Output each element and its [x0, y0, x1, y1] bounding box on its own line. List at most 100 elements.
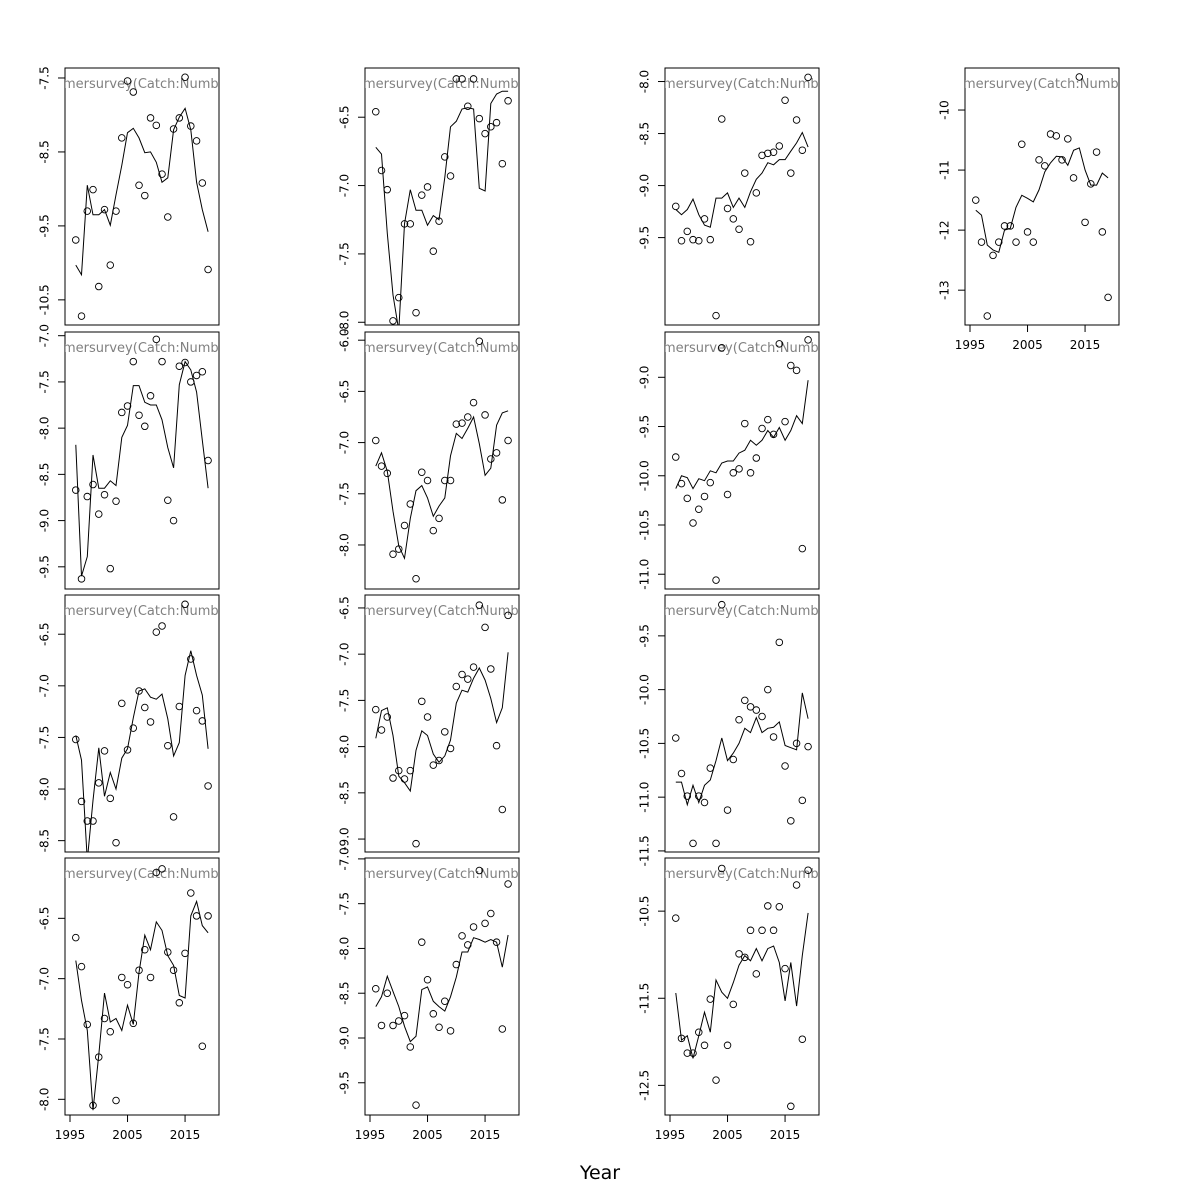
data-point — [1075, 73, 1084, 81]
data-point — [135, 411, 143, 419]
data-point — [464, 941, 472, 949]
panel: mersurvey(Catch:Numb -10.5 -9.5 -8.5 -7.5 — [38, 66, 220, 326]
data-point — [475, 114, 484, 123]
data-point — [464, 413, 472, 421]
data-point — [164, 948, 172, 956]
data-point — [372, 705, 380, 714]
panel: mersurvey(Catch:Numb -11.5 -11.0 -10.5 -10.0… — [638, 594, 820, 866]
y-tick-label: -9.0 — [638, 174, 652, 197]
y-tick-label: -11.0 — [638, 559, 652, 590]
y-tick-label: -6.5 — [338, 380, 352, 403]
data-point — [1029, 238, 1038, 246]
y-tick-label: -7.0 — [338, 642, 352, 665]
data-point — [181, 358, 189, 367]
data-point — [446, 476, 455, 485]
data-point — [469, 663, 478, 671]
data-point — [792, 366, 801, 375]
data-point — [141, 422, 149, 431]
plot-frame — [664, 594, 820, 853]
data-point — [169, 125, 178, 133]
data-point — [406, 220, 415, 228]
data-point — [775, 142, 784, 150]
data-point — [118, 408, 126, 417]
data-point — [395, 1017, 403, 1025]
y-tick-label: -7.0 — [338, 847, 352, 870]
data-point — [435, 1023, 443, 1031]
data-point — [181, 600, 189, 609]
data-point — [435, 514, 443, 523]
data-point — [175, 114, 184, 122]
data-point — [995, 238, 1003, 246]
data-point — [723, 1041, 732, 1050]
data-point — [792, 116, 801, 124]
y-tick-label: -8.0 — [38, 416, 52, 439]
data-point — [758, 712, 766, 721]
data-point — [798, 544, 807, 553]
data-point — [683, 494, 692, 503]
data-point — [187, 122, 195, 130]
data-point — [435, 217, 443, 225]
y-tick-label: -11.0 — [638, 782, 652, 813]
data-point — [141, 191, 149, 200]
y-tick-label: -8.5 — [38, 463, 52, 486]
data-point — [1023, 228, 1032, 236]
data-point — [700, 492, 709, 501]
data-point — [164, 496, 172, 505]
fitted-line — [75, 360, 209, 577]
data-point — [498, 1025, 507, 1033]
y-tick-label: -9.0 — [38, 509, 52, 532]
y-tick-label: -7.0 — [38, 674, 52, 697]
data-point — [423, 183, 432, 191]
data-point — [146, 392, 155, 400]
data-point — [77, 575, 86, 583]
data-point — [158, 357, 166, 366]
data-point — [412, 1101, 420, 1109]
data-point — [723, 490, 732, 499]
data-point — [481, 411, 489, 419]
data-point — [492, 449, 501, 457]
x-tick-label: 1995 — [955, 338, 986, 352]
data-point — [395, 766, 403, 775]
data-point — [141, 945, 149, 954]
plot-frame — [364, 857, 520, 1116]
y-tick-label: -7.5 — [38, 726, 52, 749]
data-point — [146, 973, 155, 982]
panel-title: mersurvey(Catch:Numb — [963, 77, 1119, 92]
data-point — [141, 703, 149, 712]
data-point — [1064, 135, 1072, 143]
data-point — [672, 453, 680, 461]
data-point — [192, 371, 201, 380]
data-point — [787, 817, 795, 825]
data-point — [135, 966, 143, 974]
data-point — [187, 378, 195, 386]
data-point — [775, 638, 784, 647]
y-tick-label: -10.5 — [638, 896, 652, 927]
data-point — [152, 121, 161, 130]
data-point — [746, 926, 755, 935]
data-point — [458, 670, 466, 679]
fitted-line — [975, 147, 1109, 253]
data-point — [972, 196, 980, 204]
data-point — [775, 903, 784, 911]
data-point — [100, 747, 109, 755]
data-point — [129, 88, 138, 96]
data-point — [504, 436, 512, 445]
data-point — [383, 469, 392, 478]
y-tick-label: -7.5 — [338, 242, 352, 265]
data-point — [1104, 293, 1112, 302]
y-tick-label: -10 — [938, 100, 952, 120]
data-point — [781, 417, 789, 426]
data-point — [487, 455, 495, 463]
data-point — [700, 215, 709, 223]
data-point — [706, 478, 715, 487]
y-tick-label: -8.0 — [338, 735, 352, 758]
data-point — [100, 205, 109, 214]
data-point — [118, 699, 126, 708]
data-point — [418, 191, 426, 199]
data-point — [695, 505, 703, 513]
panel: mersurvey(Catch:Numb -8.5 -8.0 -7.5 -7.0 -6.5 — [38, 594, 220, 853]
plot-frame — [664, 67, 820, 326]
panel: mersurvey(Catch:Numb -9.5 -9.0 -8.5 -8.0 -7.5… — [38, 324, 220, 590]
